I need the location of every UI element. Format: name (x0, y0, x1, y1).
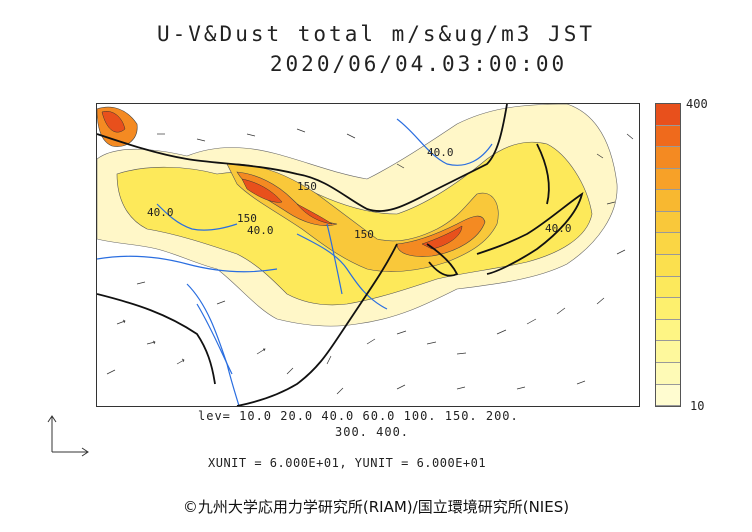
copyright-notice: ©九州大学応用力学研究所(RIAM)/国立環境研究所(NIES) (182, 498, 570, 516)
contour-label: 150 (237, 212, 257, 225)
contour-label: 40.0 (247, 224, 274, 237)
colorbar-swatch (656, 255, 680, 277)
contour-levels-continued: 300. 400. (335, 425, 410, 439)
contour-label: 150 (354, 228, 374, 241)
colorbar-swatch (656, 104, 680, 126)
colorbar-swatch (656, 319, 680, 342)
vector-key-icon (47, 415, 89, 457)
contour-label: 40.0 (427, 146, 454, 159)
contour-levels: lev= 10.0 20.0 40.0 60.0 100. 150. 200. (198, 409, 519, 423)
colorbar-min-label: 10 (690, 399, 705, 413)
chart-title: U-V&Dust total m/s&ug/m3 JST (156, 22, 595, 46)
colorbar-swatch (656, 190, 680, 212)
rivers (97, 118, 493, 406)
contour-label: 40.0 (147, 206, 174, 219)
colorbar-swatch (656, 362, 680, 385)
wind-vectors (106, 128, 634, 395)
dust-layer-orange (97, 106, 486, 257)
contour-label: 40.0 (545, 222, 572, 235)
colorbar (655, 103, 681, 407)
chart-timestamp: 2020/06/04.03:00:00 (269, 52, 568, 76)
contour-label: 150 (297, 180, 317, 193)
colorbar-swatch (656, 341, 680, 363)
colorbar-swatch (656, 233, 680, 256)
vector-unit-label: XUNIT = 6.000E+01, YUNIT = 6.000E+01 (208, 456, 487, 470)
colorbar-swatch (656, 276, 680, 299)
dust-map: 40.0 40.0 150 150 40.0 150 40.0 (96, 103, 640, 407)
colorbar-swatch (656, 384, 680, 407)
colorbar-swatch (656, 168, 680, 191)
colorbar-swatch (656, 211, 680, 234)
colorbar-swatch (656, 147, 680, 169)
colorbar-swatch (656, 125, 680, 148)
colorbar-max-label: 400 (686, 97, 708, 111)
borders (97, 104, 584, 406)
dust-layer-red (101, 111, 463, 250)
colorbar-swatch (656, 298, 680, 320)
